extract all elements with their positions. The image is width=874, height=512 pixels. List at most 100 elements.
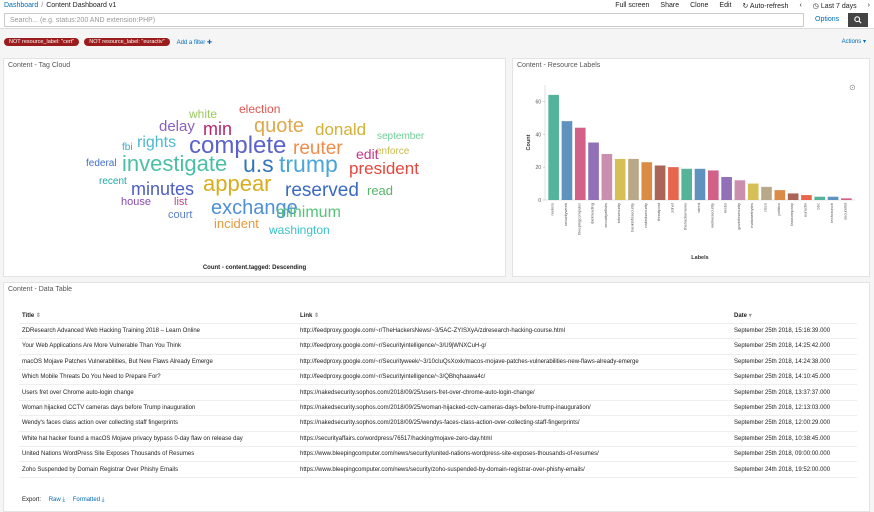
tag-cloud-word[interactable]: reuter — [293, 138, 343, 159]
link-cell[interactable]: http://feedproxy.google.com/~r/TheHacker… — [297, 323, 731, 340]
time-back-button[interactable]: ‹ — [799, 2, 802, 9]
bar-infosecurity[interactable] — [614, 158, 626, 200]
x-tick-label: zdnet — [669, 202, 674, 213]
export-formatted-label: Formatted — [72, 497, 101, 503]
fullscreen-button[interactable]: Full screen — [615, 2, 650, 9]
tag-cloud-word[interactable]: president — [349, 159, 419, 178]
tag-cloud-word[interactable]: enforce — [376, 146, 410, 157]
time-forward-button[interactable]: › — [867, 2, 870, 9]
tag-cloud-word[interactable]: washington — [269, 223, 330, 237]
tag-cloud-word[interactable]: list — [174, 196, 188, 208]
tag-cloud-word[interactable]: donald — [315, 120, 367, 139]
link-cell[interactable]: https://securityaffairs.co/wordpress/765… — [297, 431, 731, 448]
bar-welivesecurity[interactable] — [707, 170, 719, 200]
tag-cloud-word[interactable]: quote — [254, 115, 305, 137]
bar-politico[interactable] — [774, 190, 786, 200]
search-button[interactable] — [848, 13, 868, 27]
edit-button[interactable]: Edit — [719, 2, 732, 9]
table-row: Woman hijacked CCTV cameras days before … — [19, 400, 857, 417]
tag-cloud-word[interactable]: white — [189, 107, 218, 121]
tag-cloud-word[interactable]: incident — [214, 216, 259, 231]
tag-cloud-word[interactable]: minutes — [131, 179, 195, 199]
tag-cloud-word[interactable]: election — [239, 102, 281, 116]
bar-wired[interactable] — [694, 168, 706, 200]
link-cell[interactable]: http://feedproxy.google.com/~r/Securityi… — [297, 369, 731, 386]
tag-cloud-word[interactable]: federal — [86, 158, 117, 169]
bar-bleepingcomputer[interactable] — [574, 127, 586, 200]
bar-bbc[interactable] — [814, 196, 826, 200]
tag-cloud-word[interactable]: edit — [356, 146, 379, 162]
clone-button[interactable]: Clone — [690, 2, 709, 9]
tag-cloud-word[interactable]: complete — [189, 132, 287, 159]
bar-cisco[interactable] — [761, 186, 772, 200]
bar-krebs[interactable] — [721, 177, 732, 200]
bar-malwarebytes[interactable] — [747, 183, 759, 200]
column-header-date[interactable]: Date ▾ — [731, 308, 857, 324]
tag-cloud-word[interactable]: min — [203, 119, 233, 139]
bar-nakedsecurity[interactable] — [641, 162, 653, 200]
tag-cloud-word[interactable]: recent — [99, 176, 127, 187]
actions-menu[interactable]: Actions ▾ — [842, 38, 866, 45]
link-cell[interactable]: http://feedproxy.google.com/~r/Securityw… — [297, 354, 731, 371]
link-cell[interactable]: https://www.bleepingcomputer.com/news/se… — [297, 461, 731, 478]
export-raw-link[interactable]: Raw ⤓ — [49, 497, 65, 503]
column-header-link[interactable]: Link ⇕ — [297, 308, 731, 324]
title-cell: ZDResearch Advanced Web Hacking Training… — [19, 323, 297, 340]
bar-reuters[interactable] — [548, 94, 559, 200]
bar-securityaffairs[interactable] — [601, 154, 613, 200]
add-filter-link[interactable]: Add a filter ✚ — [177, 39, 212, 46]
title-cell: Wendy's faces class action over collecti… — [19, 415, 297, 432]
x-tick-label: bleepingcomputer — [576, 202, 581, 234]
table-row: Which Mobile Threats Do You Need to Prep… — [19, 369, 857, 386]
tag-cloud-word[interactable]: rights — [137, 134, 177, 151]
tag-cloud-word[interactable]: house — [121, 196, 151, 208]
bar-govinfosecurity[interactable] — [734, 180, 746, 200]
filter-pill-cert[interactable]: NOT resource_label: "cert" — [4, 38, 80, 46]
bar-securelist[interactable] — [841, 198, 852, 200]
link-cell[interactable]: https://www.bleepingcomputer.com/news/se… — [297, 446, 731, 463]
export-raw-label: Raw — [48, 497, 61, 503]
bar-securityweek[interactable] — [561, 121, 573, 200]
tag-cloud-word[interactable]: read — [367, 183, 394, 198]
bar-threatpost[interactable] — [654, 165, 666, 201]
tag-cloud-word[interactable]: u.s — [243, 151, 274, 177]
tag-cloud-word[interactable]: minimum — [276, 204, 341, 221]
auto-refresh-button[interactable]: ↻ Auto-refresh — [742, 2, 788, 10]
tag-cloud-word[interactable]: delay — [159, 118, 195, 135]
table-row: Zoho Suspended by Domain Registrar Over … — [19, 461, 857, 478]
share-button[interactable]: Share — [660, 2, 680, 9]
breadcrumb-dashboard-link[interactable]: Dashboard — [4, 2, 39, 9]
bar-euractiv[interactable] — [801, 195, 812, 200]
bar-fastcompany[interactable] — [787, 193, 799, 200]
bar-darkreading[interactable] — [588, 142, 599, 201]
resource-labels-chart: 0 20 40 60 Count reuters securityweek bleepingc… — [526, 85, 855, 261]
column-header-date-label: Date — [734, 312, 748, 319]
date-cell: September 25th 2018, 14:25:42.000 — [731, 338, 857, 355]
link-cell[interactable]: https://nakedsecurity.sophos.com/2018/09… — [297, 400, 731, 417]
tag-cloud-word[interactable]: trump — [279, 151, 338, 177]
link-cell[interactable]: http://feedproxy.google.com/~r/Securityi… — [297, 338, 731, 355]
date-cell: September 25th 2018, 12:00:29.000 — [731, 415, 857, 432]
tag-cloud-word[interactable]: reserved — [285, 180, 359, 201]
tag-cloud-word[interactable]: appear — [203, 171, 272, 196]
time-range-button[interactable]: ◷ Last 7 days — [813, 2, 857, 10]
column-header-title[interactable]: Title ⇕ — [19, 308, 297, 324]
link-cell[interactable]: https://nakedsecurity.sophos.com/2018/09… — [297, 415, 731, 432]
tag-cloud-word[interactable]: exchange — [211, 197, 298, 219]
table-row: macOS Mojave Patches Vulnerabilities, Bu… — [19, 354, 857, 371]
legend-toggle-icon[interactable]: ⊙ — [849, 83, 856, 92]
tag-cloud-word[interactable]: investigate — [122, 151, 228, 176]
options-link[interactable]: Options — [815, 16, 840, 23]
filter-pill-euractiv[interactable]: NOT resource_label: "euractiv" — [84, 38, 170, 46]
bar-zdnet[interactable] — [668, 167, 679, 200]
tag-cloud-word[interactable]: september — [377, 131, 425, 142]
search-input[interactable]: Search... (e.g. status:200 AND extension… — [4, 13, 804, 27]
link-cell[interactable]: https://nakedsecurity.sophos.com/2018/09… — [297, 384, 731, 401]
tag-cloud-word[interactable]: court — [168, 209, 193, 221]
export-formatted-link[interactable]: Formatted ⤓ — [73, 497, 105, 503]
x-axis-title: Labels — [691, 255, 708, 261]
bar-techcrunch[interactable] — [827, 196, 839, 200]
bar-bankinfosecurity[interactable] — [628, 158, 639, 200]
tag-cloud-word[interactable]: fbi — [122, 142, 133, 153]
bar-thehackernews[interactable] — [681, 168, 693, 200]
